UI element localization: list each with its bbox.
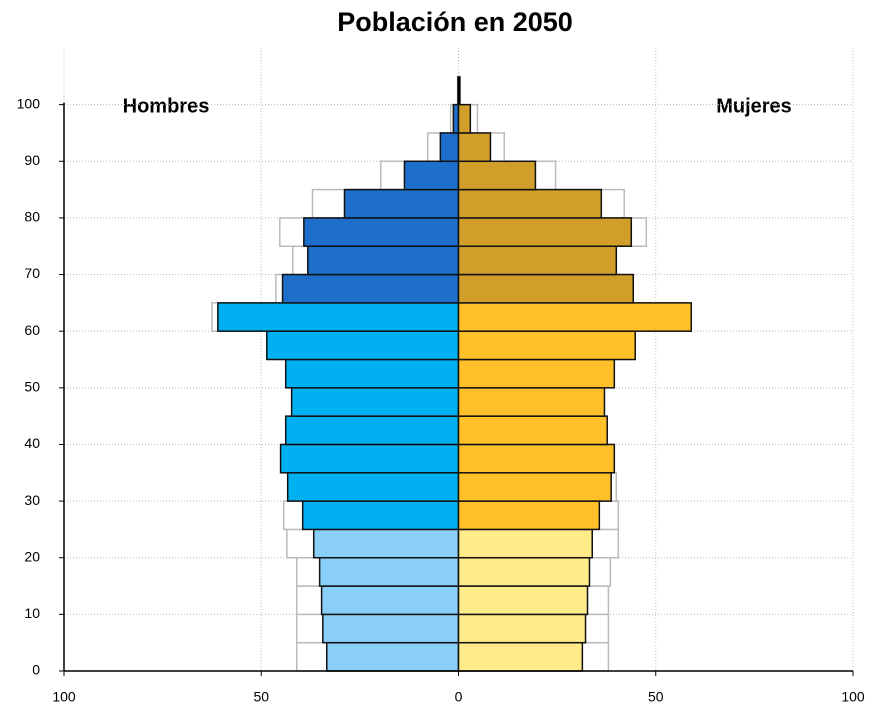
bar bbox=[457, 302, 693, 332]
y-tick-label: 0 bbox=[32, 662, 40, 678]
bar bbox=[458, 76, 461, 105]
bar bbox=[307, 245, 460, 276]
bar bbox=[457, 585, 589, 616]
y-tick-label: 20 bbox=[24, 548, 40, 564]
x-tick-label: 50 bbox=[648, 689, 664, 705]
y-tick-label: 30 bbox=[24, 492, 40, 508]
bar bbox=[457, 103, 472, 134]
bar bbox=[457, 273, 635, 304]
x-tick-label: 50 bbox=[253, 689, 269, 705]
bar bbox=[457, 556, 591, 587]
y-tick-label: 40 bbox=[24, 435, 40, 451]
bar bbox=[457, 217, 633, 247]
bar bbox=[217, 302, 460, 332]
bar bbox=[290, 387, 460, 417]
bar bbox=[343, 188, 460, 219]
x-tick-label: 100 bbox=[52, 689, 76, 705]
bar bbox=[452, 103, 460, 134]
bar bbox=[318, 556, 460, 587]
bar bbox=[301, 500, 460, 531]
bar bbox=[312, 528, 460, 559]
bar bbox=[457, 472, 612, 502]
y-tick-label: 60 bbox=[24, 322, 40, 338]
y-tick-label: 50 bbox=[24, 379, 40, 395]
bar bbox=[457, 443, 616, 474]
bar bbox=[325, 641, 460, 672]
bar bbox=[322, 613, 460, 644]
bar bbox=[457, 613, 587, 644]
legend-label: Mujeres bbox=[716, 95, 792, 117]
bar bbox=[457, 500, 601, 531]
bar bbox=[281, 273, 460, 304]
bar bbox=[457, 245, 618, 276]
bar bbox=[457, 188, 603, 219]
y-tick-label: 70 bbox=[24, 265, 40, 281]
legend-label: Hombres bbox=[123, 95, 210, 117]
y-tick-label: 100 bbox=[17, 95, 41, 111]
bar bbox=[457, 528, 593, 559]
bar bbox=[279, 443, 460, 474]
bar bbox=[457, 415, 608, 446]
bar bbox=[457, 641, 584, 672]
bar bbox=[457, 387, 606, 417]
y-tick-label: 10 bbox=[24, 605, 40, 621]
bar bbox=[457, 330, 636, 361]
x-tick-label: 100 bbox=[841, 689, 865, 705]
bar bbox=[457, 132, 492, 163]
chart-title: Población en 2050 bbox=[337, 7, 573, 37]
bar bbox=[457, 76, 460, 105]
x-tick-label: 0 bbox=[455, 689, 463, 705]
bar bbox=[320, 585, 460, 616]
bar bbox=[457, 160, 537, 191]
bar bbox=[286, 472, 460, 502]
bar bbox=[266, 330, 460, 361]
bar bbox=[284, 358, 460, 389]
y-tick-label: 90 bbox=[24, 152, 40, 168]
bar bbox=[439, 132, 460, 163]
bar bbox=[457, 358, 616, 389]
y-tick-label: 80 bbox=[24, 209, 40, 225]
bar bbox=[303, 217, 460, 247]
bar bbox=[284, 415, 460, 446]
bar bbox=[403, 160, 460, 191]
